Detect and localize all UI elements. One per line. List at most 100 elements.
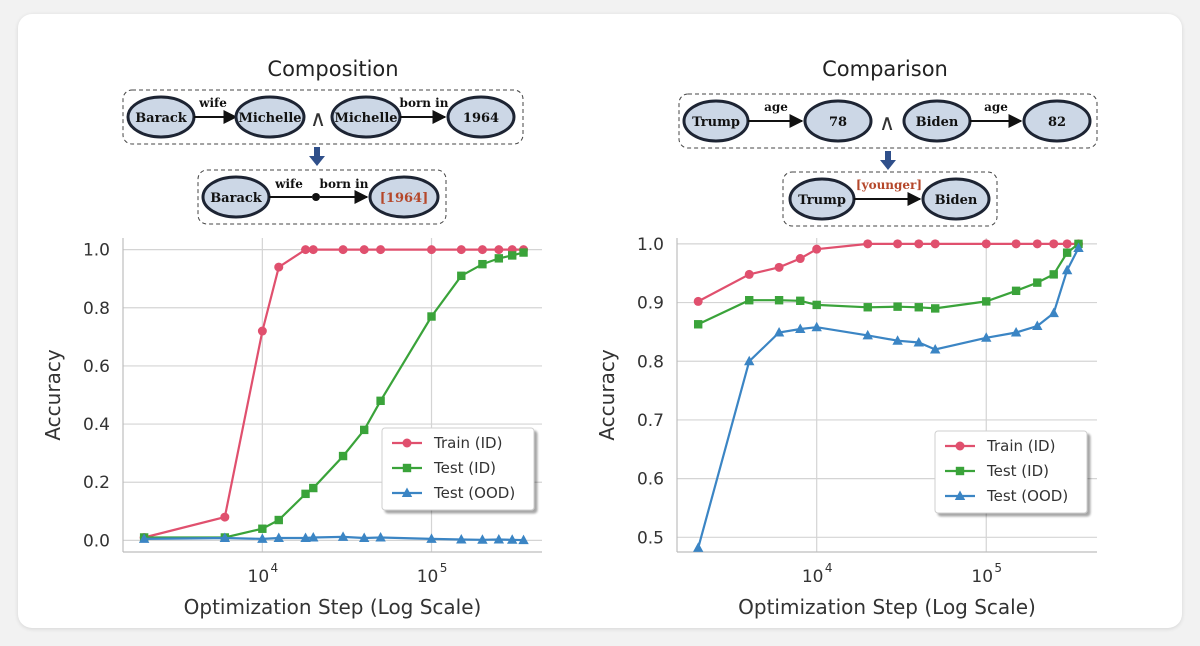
comparison-test-ood-point-12 <box>1048 307 1059 318</box>
composition-test-id-point-13 <box>508 251 517 260</box>
comparison-test-ood-point-8 <box>930 344 941 354</box>
composition-legend-test-ood-label: Test (OOD) <box>433 484 515 502</box>
composition-ytick-label-1: 0.2 <box>83 473 110 493</box>
comparison-test-id-point-11 <box>1033 278 1042 287</box>
composition-test-ood-point-6 <box>337 531 349 541</box>
comparison-train-id-point-10 <box>1011 239 1021 249</box>
composition-test-id-point-6 <box>338 451 348 461</box>
edge-age-1-label: age <box>764 100 788 114</box>
composition-test-ood-point-9 <box>426 533 437 543</box>
comparison-test-ood-point-4 <box>811 321 822 332</box>
comparison-ytick-label-2: 0.7 <box>637 411 664 431</box>
comparison-test-ood-point-1 <box>744 355 755 366</box>
comparison-train-id-point-4 <box>812 244 822 254</box>
composition-train-id-point-6 <box>338 245 348 255</box>
comparison-test-ood-point-11 <box>1032 320 1043 331</box>
comparison-test-id-point-3 <box>796 296 805 305</box>
comparison-legend-test-id-marker <box>955 466 965 476</box>
composition-ytick-label-2: 0.4 <box>83 415 110 435</box>
composition-train-id-point-5 <box>308 245 318 255</box>
comparison-test-ood-point-6 <box>892 335 903 345</box>
composition-test-ood-point-14 <box>518 534 529 545</box>
composition-test-id-point-7 <box>359 425 369 435</box>
composition-legend-test-id-label: Test (ID) <box>433 459 496 477</box>
comparison-train-id-point-12 <box>1049 239 1059 249</box>
node-biden-label: Biden <box>916 115 959 130</box>
comparison-train-id-point-0 <box>693 296 703 306</box>
right-panel-title: Comparison <box>822 57 948 81</box>
composition-test-id-point-8 <box>376 396 385 406</box>
composition-ytick-label-5: 1.0 <box>83 241 110 261</box>
composition-ytick-label-4: 0.8 <box>83 299 110 319</box>
comparison-legend-test-ood-marker <box>954 490 966 500</box>
comparison-test-ood-point-14 <box>1073 242 1084 252</box>
edge-younger-label: [younger] <box>856 178 922 192</box>
node-78-label: 78 <box>829 115 847 130</box>
composition-test-ood-point-1 <box>219 532 231 543</box>
composition-legend-test-ood-marker <box>401 487 413 497</box>
comparison-test-id-point-10 <box>1011 286 1021 296</box>
composition-test-ood-point-7 <box>358 532 370 543</box>
comparison-train-id-point-8 <box>930 239 940 249</box>
left-panel-title: Composition <box>267 57 398 81</box>
composition-test-ood-point-10 <box>456 533 467 544</box>
comparison-test-id-point-8 <box>931 304 940 313</box>
node-82-label: 82 <box>1048 115 1066 130</box>
comparison-test-ood-point-9 <box>981 332 992 342</box>
node-michelle-1-label: Michelle <box>238 111 301 126</box>
composition-test-ood-point-3 <box>273 532 284 543</box>
composition-test-ood-point-2 <box>257 533 268 543</box>
composition-test-ood-point-12 <box>493 533 505 544</box>
node-78 <box>803 99 873 143</box>
comparison-test-ood-point-7 <box>913 336 924 347</box>
comparison-test-id-point-1 <box>745 296 754 305</box>
composition-train-id-point-3 <box>274 262 284 272</box>
composition-test-id-point-14 <box>519 248 528 257</box>
composition-legend-test-id-marker <box>402 463 412 473</box>
composition-test-id-point-12 <box>494 254 504 263</box>
composition-xtick-exp-0: 4 <box>271 561 279 575</box>
edge-age-2-label: age <box>984 100 1008 114</box>
composition-train-id-point-8 <box>376 245 386 255</box>
node-biden-result-label: Biden <box>935 193 978 208</box>
comparison-train-id-point-2 <box>774 262 784 272</box>
comparison-ytick-label-5: 1.0 <box>637 235 664 255</box>
comparison-test-ood-point-2 <box>773 326 785 337</box>
comparison-test-id-point-6 <box>893 302 902 311</box>
composition-test-id-point-11 <box>478 259 487 269</box>
bridge-node-dot <box>312 193 320 201</box>
comparison-train-id-point-1 <box>744 269 754 279</box>
node-82 <box>1022 99 1092 143</box>
comparison-train-id-point-6 <box>893 239 903 249</box>
composition-top-box <box>122 89 524 145</box>
composition-test-ood-line <box>144 535 524 542</box>
composition-ytick-label-0: 0.0 <box>83 531 110 551</box>
comparison-legend-train-id-label: Train (ID) <box>986 437 1055 455</box>
composition-train-id-point-11 <box>477 245 487 255</box>
composition-test-ood-point-0 <box>138 533 150 543</box>
comparison-test-ood-point-0 <box>692 542 704 552</box>
edge-born-in-label: born in <box>400 96 449 110</box>
comparison-test-ood-point-13 <box>1061 264 1073 275</box>
comparison-legend-test-ood-label: Test (OOD) <box>986 487 1068 505</box>
comparison-train-id-point-5 <box>863 239 873 249</box>
comparison-conjunction-operator: ∧ <box>879 111 895 136</box>
node-biden-result <box>921 177 991 221</box>
node-1964 <box>446 95 516 139</box>
comparison-train-id-point-7 <box>914 239 924 249</box>
comparison-test-ood-point-3 <box>795 323 806 333</box>
composition-diagram: Barack wife Michelle ∧ Michelle born in … <box>122 89 524 225</box>
comparison-x-axis-label: Optimization Step (Log Scale) <box>738 595 1036 619</box>
comparison-train-id-line <box>697 242 1079 303</box>
node-1964-result <box>368 175 440 219</box>
edge-wife-label: wife <box>198 96 227 110</box>
comparison-legend-test-id-label: Test (ID) <box>986 462 1049 480</box>
node-michelle-2-label: Michelle <box>334 111 397 126</box>
comparison-train-id-point-9 <box>981 239 991 249</box>
node-trump-result-label: Trump <box>798 193 846 208</box>
composition-train-id-point-12 <box>494 245 504 255</box>
node-1964-result-label: [1964] <box>380 191 428 206</box>
comparison-ytick-label-3: 0.8 <box>637 352 664 372</box>
comparison-test-id-point-12 <box>1049 270 1058 279</box>
